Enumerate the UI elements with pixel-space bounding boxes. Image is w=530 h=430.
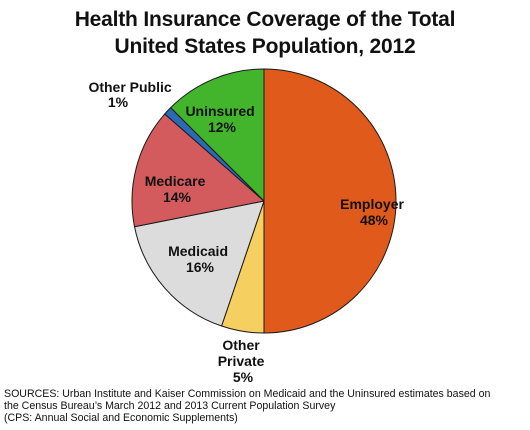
label-other-public-name: Other Public xyxy=(88,79,171,95)
label-other-public: Other Public 1% xyxy=(88,79,175,110)
pie-slice-uninsured xyxy=(170,68,265,202)
label-other-private: Other Private 5% xyxy=(218,337,269,385)
label-medicaid-name: Medicaid xyxy=(168,243,228,259)
label-other-private-name-1: Other xyxy=(222,337,260,353)
pie-slice-medicaid xyxy=(134,200,265,327)
label-medicare-value: 14% xyxy=(163,189,192,205)
pie-slices xyxy=(131,68,397,334)
label-medicare: Medicare 14% xyxy=(145,173,210,205)
pie-slice-employer xyxy=(263,68,397,334)
pie-slice-medicare xyxy=(131,113,265,228)
label-employer-value: 48% xyxy=(360,212,389,228)
label-employer-name: Employer xyxy=(340,196,404,212)
label-medicaid: Medicaid 16% xyxy=(168,243,232,275)
label-medicaid-value: 16% xyxy=(186,259,215,275)
label-uninsured-value: 12% xyxy=(208,119,237,135)
sources-line-3: (CPS: Annual Social and Economic Supplem… xyxy=(4,412,238,424)
label-other-private-value: 5% xyxy=(233,369,254,385)
label-uninsured-name: Uninsured xyxy=(185,103,254,119)
sources-line-1: SOURCES: Urban Institute and Kaiser Comm… xyxy=(4,388,491,400)
sources-line-2: the Census Bureau’s March 2012 and 2013 … xyxy=(4,400,336,412)
label-medicare-name: Medicare xyxy=(145,173,206,189)
chart-title-line-1: Health Insurance Coverage of the Total xyxy=(74,8,456,31)
sources-note: SOURCES: Urban Institute and Kaiser Comm… xyxy=(4,388,528,424)
label-uninsured: Uninsured 12% xyxy=(185,103,258,135)
chart-title: Health Insurance Coverage of the Total U… xyxy=(0,6,530,60)
label-other-private-name-2: Private xyxy=(218,353,265,369)
label-other-public-value: 1% xyxy=(108,94,129,110)
chart-title-line-2: United States Population, 2012 xyxy=(114,35,416,58)
label-employer: Employer 48% xyxy=(340,196,408,228)
